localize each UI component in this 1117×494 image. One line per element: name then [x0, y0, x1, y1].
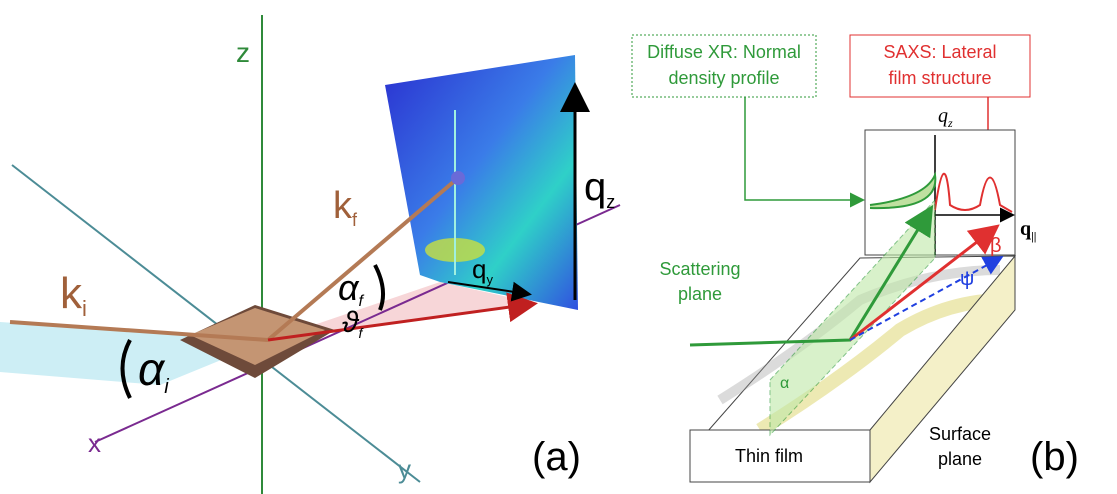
figure: z x y ki kf αi αf ϑf qy qz (a) Diffuse X…: [0, 0, 1117, 494]
callout-leader: [745, 97, 862, 200]
label-part: ||: [1031, 229, 1036, 243]
panel-label: (a): [532, 435, 581, 479]
q-z-label: qz: [938, 105, 953, 130]
surface-plane-label: plane: [938, 449, 982, 469]
psi-label: ψ: [960, 268, 974, 290]
callout-text: film structure: [888, 68, 991, 88]
label-part: ϑ: [342, 306, 360, 339]
label-part: f: [352, 210, 358, 230]
q-par-label: q||: [1020, 218, 1036, 243]
label-part: z: [606, 192, 615, 212]
label-part: α: [338, 267, 360, 308]
callout-text: Diffuse XR: Normal: [647, 42, 801, 62]
label-part: k: [60, 269, 83, 318]
callout-text: density profile: [668, 68, 779, 88]
k-f-label: kf: [333, 185, 358, 230]
label-part: z: [947, 116, 953, 130]
label-part: q: [472, 254, 486, 284]
label-part: i: [164, 376, 169, 398]
axis-label: x: [88, 428, 101, 458]
label-part: q: [584, 165, 606, 209]
panel-a: z x y ki kf αi αf ϑf qy qz (a): [0, 15, 620, 494]
surface-plane-label: Surface: [929, 424, 991, 444]
label-part: q: [1020, 218, 1031, 240]
alpha-label: α: [780, 375, 789, 392]
q-z-label: qz: [584, 165, 615, 212]
scattering-plane-label: Scattering: [659, 259, 740, 279]
label-part: q: [938, 105, 948, 127]
label-part: f: [359, 293, 365, 310]
callout-text: SAXS: Lateral: [883, 42, 996, 62]
alpha-f-label: αf: [338, 267, 365, 310]
beta-label: β: [990, 235, 1002, 257]
beam-spot: [451, 171, 465, 185]
k-i-label: ki: [60, 269, 87, 321]
thin-film-label: Thin film: [735, 446, 803, 466]
label-part: i: [82, 296, 87, 321]
axis-label: y: [398, 454, 411, 484]
axis-label: z: [236, 37, 250, 68]
label-part: α: [138, 343, 166, 395]
label-part: k: [333, 185, 353, 227]
panel-b: Diffuse XR: Normal density profile SAXS:…: [632, 35, 1079, 482]
scattering-plane-label: plane: [678, 284, 722, 304]
panel-label: (b): [1030, 435, 1079, 479]
label-part: y: [486, 272, 493, 287]
